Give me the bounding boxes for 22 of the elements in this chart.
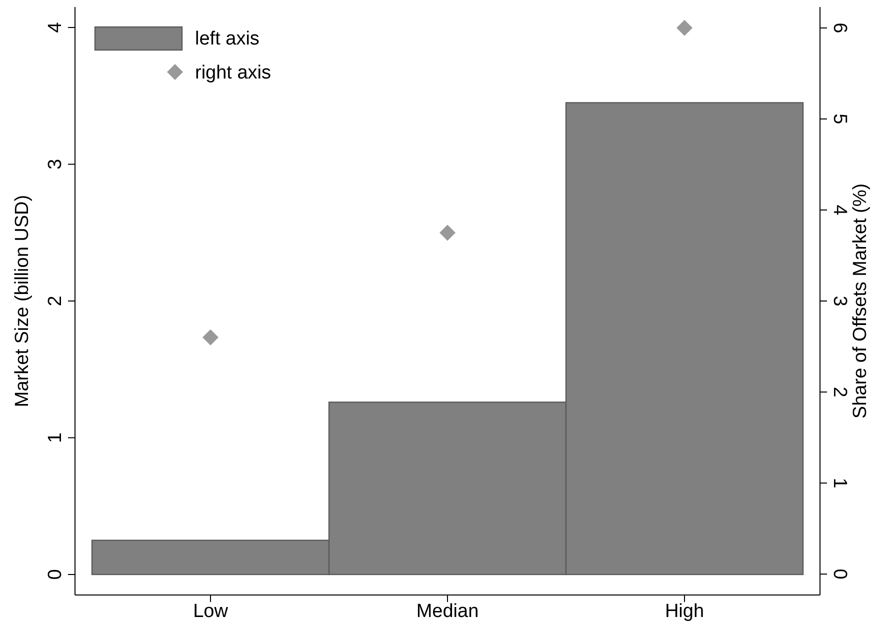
x-tick-label: High (664, 601, 704, 622)
y2-tick-label: 1 (829, 478, 850, 488)
y2-axis-title: Share of Offsets Market (%) (850, 183, 871, 419)
point (440, 224, 456, 241)
x-tick-label: Median (416, 601, 479, 622)
point (676, 20, 692, 36)
y-tick-label: 1 (45, 432, 66, 444)
y-tick-label: 0 (45, 569, 66, 580)
y-tick-label: 4 (45, 22, 66, 33)
y-tick-label: 2 (45, 296, 66, 306)
point (202, 329, 218, 346)
y2-tick-label: 4 (829, 204, 850, 216)
legend-label: left axis (195, 28, 260, 50)
y2-tick-label: 5 (829, 114, 850, 124)
y-tick-label: 3 (45, 158, 66, 170)
y2-tick-label: 3 (829, 296, 850, 306)
x-tick-label: Low (193, 601, 228, 622)
y-axis-title: Market Size (billion USD) (12, 194, 33, 408)
legend-label: right axis (195, 62, 272, 84)
y2-tick-label: 0 (829, 568, 850, 580)
y2-tick-label: 6 (829, 22, 850, 34)
y2-tick-label: 2 (829, 386, 850, 398)
